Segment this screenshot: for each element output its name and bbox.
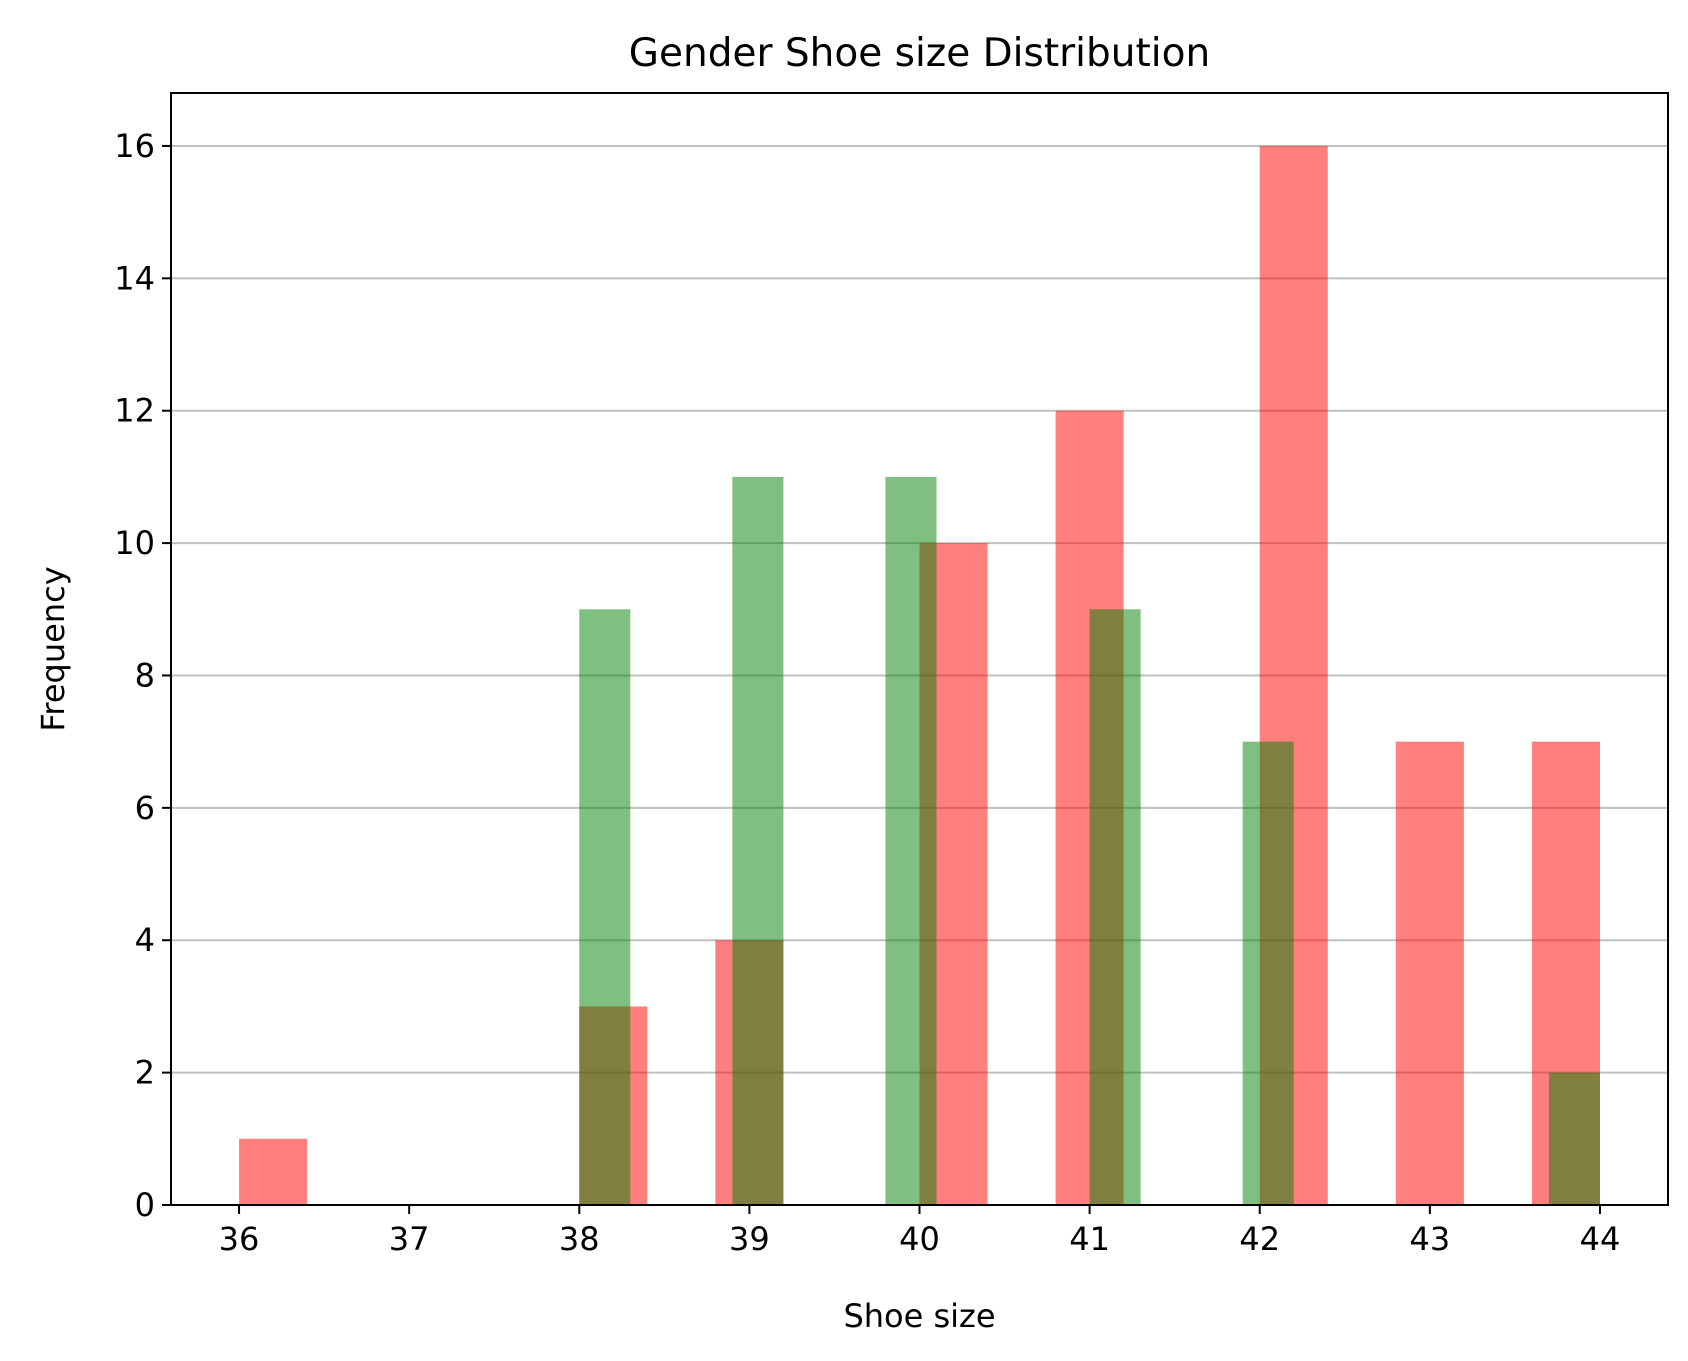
bar-series2-0: [579, 609, 631, 1205]
y-tick-label-7: 14: [114, 259, 155, 297]
bar-series1-0: [239, 1138, 308, 1205]
y-tick-label-0: 0: [135, 1186, 155, 1224]
bar-series1-6: [1395, 741, 1464, 1205]
x-tick-label-7: 43: [1409, 1220, 1450, 1258]
x-tick-label-2: 38: [559, 1220, 600, 1258]
y-tick-label-6: 12: [114, 392, 155, 430]
y-axis-label: Frequency: [34, 566, 72, 731]
x-tick-label-6: 42: [1239, 1220, 1280, 1258]
x-axis-label: Shoe size: [843, 1297, 995, 1335]
axis-ticks: 36 37 38 39 40 41 42 43 44 0 2 4 6 8 10 12 14 16: [114, 127, 1620, 1258]
x-tick-label-4: 40: [899, 1220, 940, 1258]
bars: [239, 145, 1600, 1205]
chart-title: Gender Shoe size Distribution: [629, 31, 1210, 76]
y-tick-label-8: 16: [114, 127, 155, 165]
y-tick-label-3: 6: [135, 789, 155, 827]
bar-series2-2: [885, 476, 937, 1205]
y-tick-label-2: 4: [135, 921, 155, 959]
x-tick-label-5: 41: [1069, 1220, 1110, 1258]
bar-series2-5: [1548, 1072, 1600, 1205]
x-tick-label-1: 37: [389, 1220, 430, 1258]
y-tick-label-5: 10: [114, 524, 155, 562]
x-tick-label-3: 39: [729, 1220, 770, 1258]
bar-series2-3: [1089, 609, 1141, 1205]
bar-series2-1: [732, 476, 784, 1205]
y-tick-label-1: 2: [135, 1054, 155, 1092]
x-tick-label-8: 44: [1580, 1220, 1621, 1258]
x-tick-label-0: 36: [219, 1220, 260, 1258]
bar-series2-4: [1242, 741, 1294, 1205]
y-tick-label-4: 8: [135, 656, 155, 694]
